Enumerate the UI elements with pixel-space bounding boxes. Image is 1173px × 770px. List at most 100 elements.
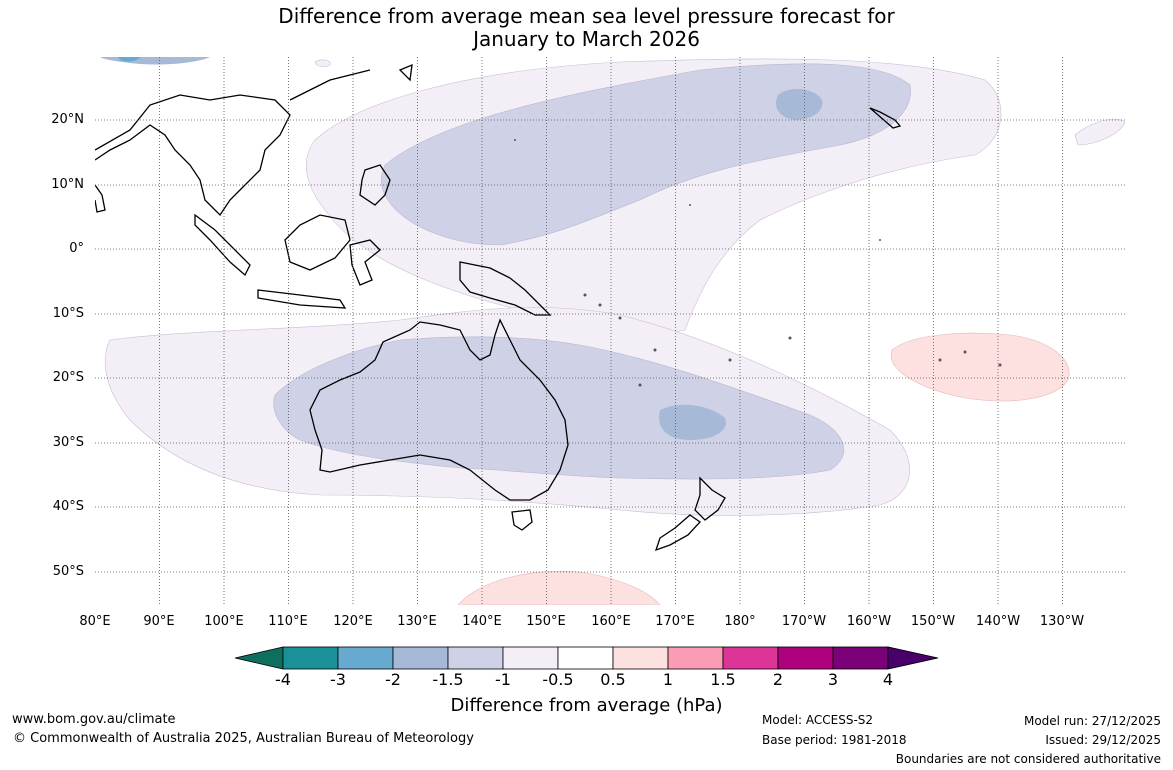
coastline-tasmania [511,509,533,531]
colorbar-bin [832,646,889,670]
colorbar-tick: -0.5 [542,670,574,689]
colorbar-extend-high [887,646,939,670]
colorbar-bin [282,646,339,670]
lon-label: 120°E [333,614,373,629]
lon-label: 170°W [781,614,827,629]
lon-label: 160°E [591,614,631,629]
colorbar-bin [557,646,614,670]
colorbar-bin [337,646,394,670]
anomaly-region-nw-corner-strong [118,57,140,62]
colorbar-tick: -4 [275,670,291,689]
colorbar-bin [502,646,559,670]
model-name: Model: ACCESS-S2 [762,713,874,727]
coastline-new-guinea [459,261,552,316]
lat-label: 20°N [51,112,84,127]
colorbar-label: Difference from average (hPa) [450,695,723,716]
island-speck [938,358,942,362]
lat-label: 10°N [51,177,84,192]
island-speck [879,239,881,241]
colorbar-tick: -1.5 [432,670,464,689]
colorbar-tick: -2 [385,670,401,689]
coastlines [95,63,902,552]
colorbar-bin [722,646,779,670]
graticule [95,57,1126,605]
island-speck [998,363,1002,367]
lon-label: 150°E [526,614,566,629]
colorbar-bin [392,646,449,670]
colorbar-bin [612,646,669,670]
anomaly-region-nw-corner [100,57,210,65]
lon-label: 80°E [79,614,111,629]
island-speck [583,293,587,297]
lon-label: 160°W [846,614,892,629]
base-period: Base period: 1981-2018 [762,733,907,747]
lon-label: 100°E [204,614,244,629]
map-title-line-2: January to March 2026 [473,27,700,51]
colorbar-tick: 4 [882,670,894,689]
coastline-philippines [359,164,391,206]
colorbar-tick: -3 [330,670,346,689]
island-speck [788,336,792,340]
lat-label: 30°S [52,435,84,450]
anomaly-region-positive-east [890,332,1070,402]
coastline-sri-lanka [95,184,106,213]
lat-label: 20°S [52,370,84,385]
lat-label: 40°S [52,499,84,514]
anomaly-region-north-strong [775,88,823,120]
coastline-japan-south [398,63,413,82]
colorbar [234,646,939,670]
coastline-australia [309,318,569,501]
coastline-borneo [284,214,351,271]
lon-label: 150°W [910,614,956,629]
island-speck [618,316,622,320]
lon-label: 140°E [462,614,502,629]
issued-date: Issued: 29/12/2025 [1045,733,1161,747]
island-speck [728,358,732,362]
colorbar-extend-low [234,646,284,670]
colorbar-tick: 3 [827,670,839,689]
island-speck [963,350,967,354]
anomaly-field [95,57,1126,605]
coastline-sumatra [194,213,251,277]
island-speck [598,303,602,307]
coastline-hawaii [869,107,902,129]
model-run-date: Model run: 27/12/2025 [1023,714,1161,728]
anomaly-region-positive-south [457,571,661,605]
colorbar-bin [667,646,724,670]
lon-label: 130°E [397,614,437,629]
island-speck [638,383,642,387]
lat-label: 10°S [52,306,84,321]
lon-label: 110°E [268,614,308,629]
website-text: www.bom.gov.au/climate [12,712,176,727]
coastline-sulawesi [349,239,381,286]
coastline-java [257,289,347,309]
lon-label: 130°W [1039,614,1085,629]
anomaly-region-tasman-strong [659,404,726,440]
colorbar-tick: 1 [662,670,674,689]
lon-label: 170°E [655,614,695,629]
colorbar-tick: 2 [772,670,784,689]
coastline-new-zealand-north [694,476,726,521]
colorbar-bin [447,646,504,670]
coastline-southeast-asia [95,94,291,217]
coastline-new-zealand-south [654,514,701,552]
lon-label: 140°W [975,614,1021,629]
colorbar-tick: -1 [495,670,511,689]
island-speck [514,139,516,141]
anomaly-region-ne-speck [314,59,331,67]
lon-label: 180° [724,614,756,629]
colorbar-tick: 1.5 [710,670,736,689]
map-title-line-1: Difference from average mean sea level p… [278,4,895,28]
island-speck [653,348,657,352]
lat-label: 0° [69,241,84,256]
copyright-text: © Commonwealth of Australia 2025, Austra… [13,731,474,746]
boundary-disclaimer: Boundaries are not considered authoritat… [895,752,1161,766]
coastline-china-coast [289,69,371,101]
colorbar-bin [777,646,834,670]
colorbar-tick: 0.5 [600,670,626,689]
anomaly-region-northeast-light [1074,118,1126,146]
lat-label: 50°S [52,564,84,579]
island-speck [689,204,691,206]
lon-label: 90°E [143,614,175,629]
